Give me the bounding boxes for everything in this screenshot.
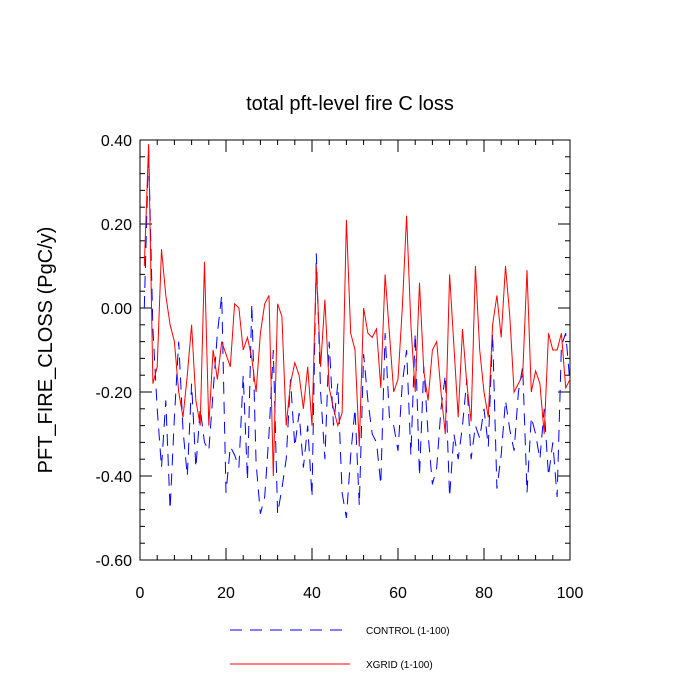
x-tick-label: 20	[217, 585, 235, 602]
chart-title: total pft-level fire C loss	[246, 93, 454, 115]
x-tick-label: 60	[389, 585, 407, 602]
x-tick-label: 100	[557, 585, 584, 602]
legend-label-1: XGRID (1-100)	[366, 660, 433, 671]
legend-label-0: CONTROL (1-100)	[366, 626, 450, 637]
y-axis-label: PFT_FIRE_CLOSS (PgC/y)	[35, 227, 57, 474]
x-axis: 0 20 40 60 80 100	[136, 140, 584, 602]
y-tick-label: -0.60	[96, 553, 133, 570]
y-tick-label: 0.40	[101, 133, 132, 150]
x-tick-label: 40	[303, 585, 321, 602]
x-tick-label: 80	[475, 585, 493, 602]
plot-area	[139, 139, 571, 561]
series-layer	[143, 144, 571, 519]
y-tick-label: -0.40	[96, 469, 133, 486]
plot-frame	[139, 139, 571, 561]
x-tick-label: 0	[136, 585, 145, 602]
y-tick-label: -0.20	[96, 385, 133, 402]
y-tick-label: 0.20	[101, 217, 132, 234]
series-line-0	[143, 148, 571, 519]
y-axis: 0.40 0.20 0.00 -0.20 -0.40 -0.60	[96, 133, 570, 570]
y-tick-label: 0.00	[101, 301, 132, 318]
legend: CONTROL (1-100) XGRID (1-100)	[230, 626, 450, 671]
series-line-1	[143, 144, 571, 477]
